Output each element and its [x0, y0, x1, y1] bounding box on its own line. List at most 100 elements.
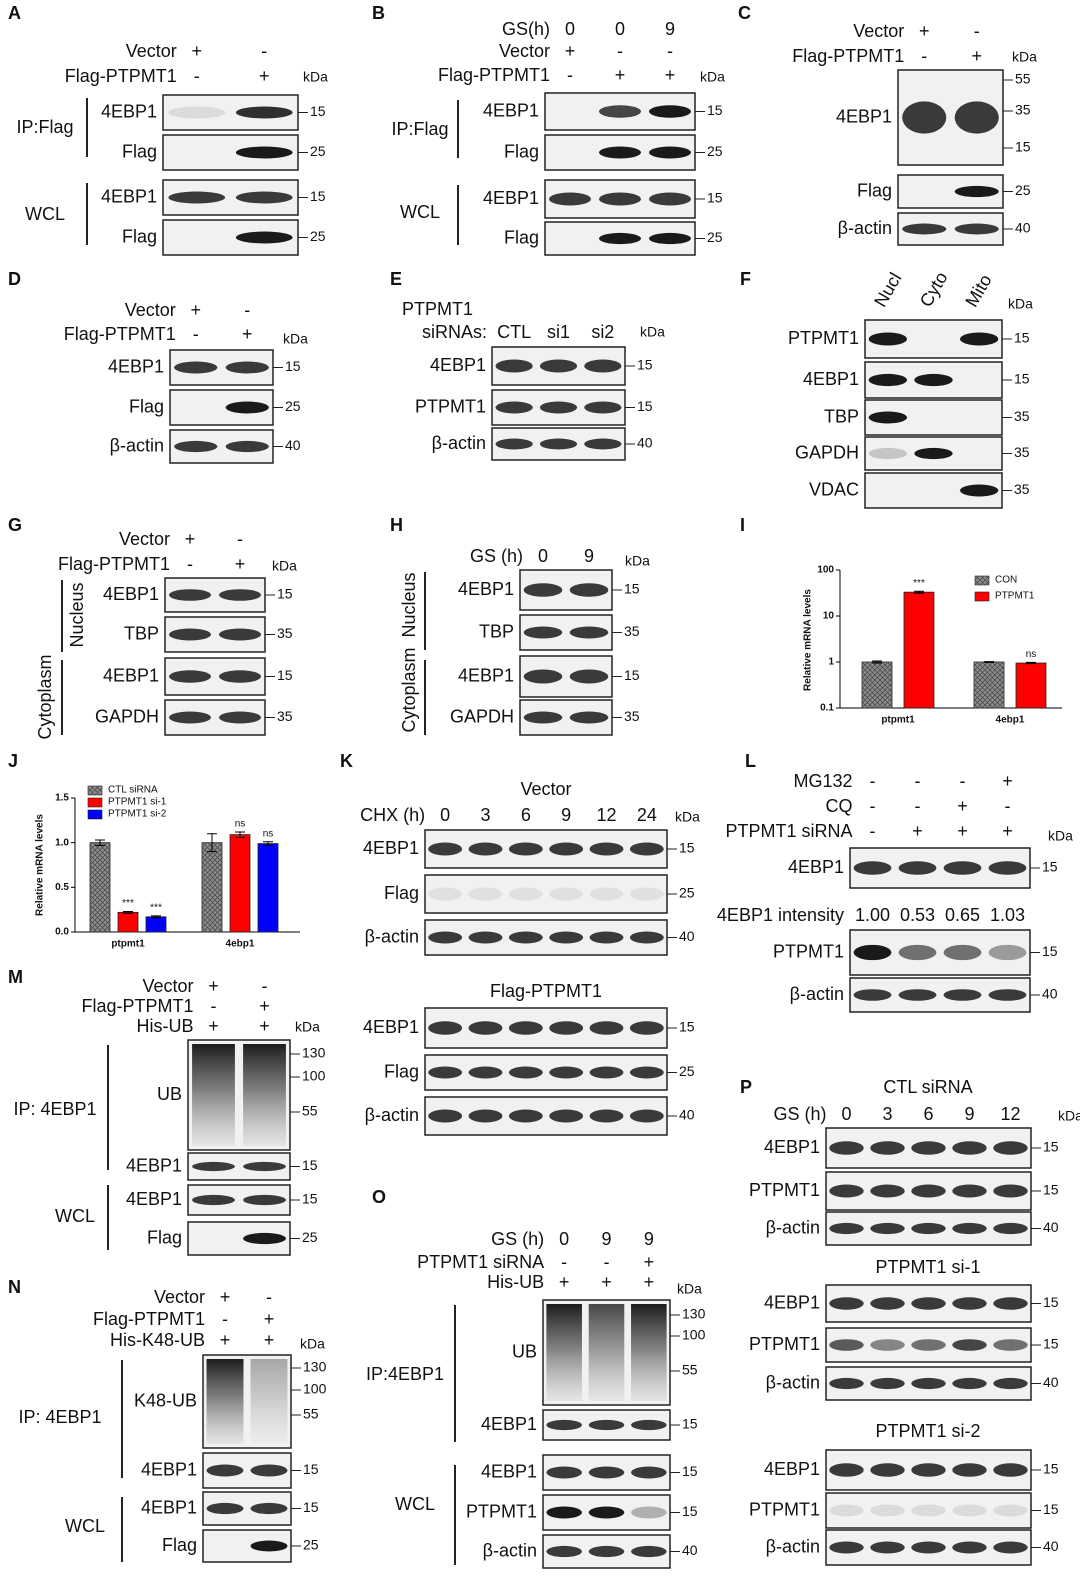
band [428, 1066, 463, 1079]
marker-label: 15 [682, 1416, 698, 1432]
error-bar [207, 833, 217, 853]
condition-label: Vector [154, 1287, 205, 1307]
band [868, 332, 908, 346]
kda-label: kDa [640, 324, 665, 340]
error-bar [263, 841, 273, 846]
marker-label: 15 [707, 102, 723, 118]
row-label: Flag [504, 227, 539, 247]
condition-mark: + [565, 41, 576, 61]
band [649, 105, 691, 118]
band [870, 1339, 905, 1351]
row-label: β-actin [483, 1540, 537, 1560]
band [508, 1021, 543, 1035]
marker-label: 25 [302, 1229, 318, 1245]
intensity-value: 0.53 [900, 905, 935, 925]
marker-label: 15 [1043, 1294, 1059, 1310]
marker-label: 35 [624, 708, 640, 724]
condition-mark: + [259, 1016, 270, 1036]
condition-mark: 0 [841, 1104, 851, 1124]
error-bar [1026, 661, 1036, 665]
bar [117, 911, 139, 933]
error-bar [123, 910, 133, 914]
x-tick-label: ptpmt1 [111, 939, 145, 950]
condition-mark: 12 [596, 805, 616, 825]
band [868, 373, 908, 387]
row-label: 4EBP1 [141, 1497, 197, 1517]
condition-mark: CTL [497, 322, 531, 342]
marker-label: 130 [303, 1359, 327, 1375]
band [954, 223, 999, 235]
row-label: TBP [124, 623, 159, 643]
band [549, 931, 584, 944]
kda-label: kDa [303, 69, 328, 85]
condition-label: GS (h) [773, 1104, 826, 1124]
band [588, 1545, 625, 1558]
row-label: PTPMT1 [749, 1180, 820, 1200]
blot-frame [424, 829, 668, 869]
group-label: IP: 4EBP1 [13, 1099, 96, 1119]
band [219, 670, 261, 683]
band [588, 1506, 625, 1519]
band [588, 1466, 625, 1479]
band [174, 361, 218, 374]
band [902, 223, 947, 235]
band-smear [250, 1359, 288, 1444]
band [829, 1541, 864, 1554]
row-label: PTPMT1 [749, 1334, 820, 1354]
bar [145, 916, 167, 933]
band [584, 438, 622, 450]
panel-letter: G [8, 515, 22, 535]
band [829, 1339, 864, 1351]
band [911, 1541, 946, 1554]
condition-mark: + [191, 41, 202, 61]
condition-mark: 6 [923, 1104, 933, 1124]
row-label: β-actin [766, 1536, 820, 1556]
band [829, 1184, 864, 1198]
condition-label: Vector [125, 300, 176, 320]
band [954, 185, 999, 198]
row-label: β-actin [365, 1105, 419, 1125]
block-title: CTL siRNA [883, 1077, 972, 1097]
row-label: 4EBP1 [101, 186, 157, 206]
group-label: IP:Flag [16, 117, 73, 137]
condition-mark: - [194, 66, 200, 86]
band [589, 931, 624, 944]
band [870, 1222, 905, 1235]
marker-label: 40 [679, 928, 695, 944]
marker-label: 15 [303, 1499, 319, 1515]
condition-mark: 9 [644, 1229, 654, 1249]
row-label: 4EBP1 [483, 188, 539, 208]
condition-mark: - [244, 300, 250, 320]
block-title: PTPMT1 si-2 [875, 1421, 980, 1441]
row-label: β-actin [766, 1217, 820, 1237]
blot-frame [424, 1007, 668, 1049]
condition-label: Flag-PTPMT1 [65, 66, 177, 86]
condition-label: His-UB [487, 1272, 544, 1292]
y-axis-label: Relative mRNA levels [803, 589, 814, 691]
marker-label: 15 [637, 357, 653, 373]
band [235, 231, 293, 244]
band [508, 1066, 543, 1079]
band [508, 1109, 543, 1123]
row-label: 4EBP1 [764, 1459, 820, 1479]
band [629, 1021, 664, 1035]
bar-hatch [90, 842, 110, 932]
band [468, 842, 503, 856]
group-label: Nucleus [67, 582, 87, 647]
band [546, 1506, 582, 1519]
band [549, 1021, 584, 1035]
panel-letter: O [372, 1187, 386, 1207]
band [539, 401, 578, 414]
band [911, 1222, 946, 1235]
bar-hatch [202, 842, 222, 932]
band [235, 191, 293, 204]
x-tick-label: 4ebp1 [996, 715, 1025, 726]
condition-mark: 9 [665, 19, 675, 39]
condition-label: siRNAs: [422, 322, 487, 342]
band [993, 1184, 1028, 1198]
condition-mark: - [604, 1252, 610, 1272]
band [589, 1021, 624, 1035]
band [508, 887, 543, 901]
panel-letter: D [8, 269, 21, 289]
band [959, 484, 999, 497]
